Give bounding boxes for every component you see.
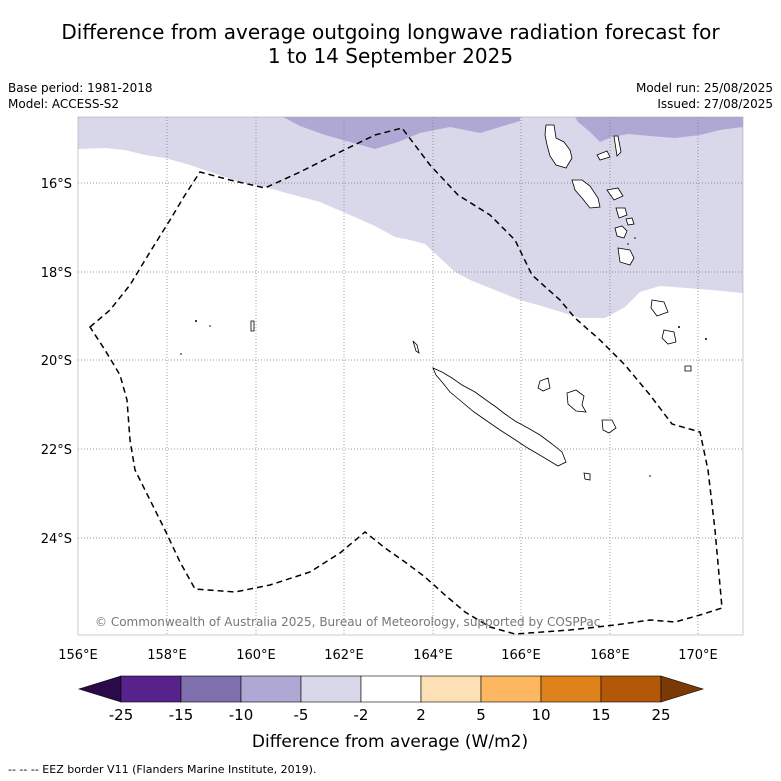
colorbar-tick-label: -25 bbox=[109, 706, 134, 724]
model-run: Model run: 25/08/2025 bbox=[635, 81, 773, 95]
colorbar-segment bbox=[480, 675, 542, 703]
lifou-island bbox=[566, 389, 587, 413]
colorbar-tick-label: -10 bbox=[229, 706, 254, 724]
shepherd-island bbox=[615, 207, 628, 219]
pentecost-island bbox=[613, 135, 622, 157]
title-line-1: Difference from average outgoing longwav… bbox=[61, 20, 720, 44]
issued-date: Issued: 27/08/2025 bbox=[657, 97, 773, 111]
malekula-island bbox=[571, 179, 601, 209]
meta-right: Model run: 25/08/2025 Issued: 27/08/2025 bbox=[636, 80, 773, 112]
lat-tick-label: 18°S bbox=[41, 266, 72, 281]
lon-tick-label: 164°E bbox=[413, 648, 453, 663]
colorbar: -25 -15 -10 -5 -2 2 5 10 15 25 bbox=[77, 675, 705, 724]
map-area bbox=[78, 117, 743, 635]
olr-anomaly-dark-region bbox=[283, 117, 520, 149]
colorbar-tick-label: 25 bbox=[651, 706, 670, 724]
colorbar-segment bbox=[360, 675, 422, 703]
small-island-3 bbox=[684, 365, 692, 372]
mare-island bbox=[601, 419, 617, 434]
gridlines bbox=[78, 117, 743, 635]
small-island-4 bbox=[250, 320, 255, 332]
small-island-2 bbox=[661, 329, 677, 345]
copyright-notice: © Commonwealth of Australia 2025, Bureau… bbox=[95, 615, 600, 629]
chart-title: Difference from average outgoing longwav… bbox=[0, 20, 781, 68]
colorbar-segment bbox=[540, 675, 602, 703]
colorbar-segment bbox=[120, 675, 182, 703]
lon-tick-label: 156°E bbox=[58, 648, 98, 663]
lat-tick-label: 16°S bbox=[41, 177, 72, 192]
lat-tick-label: 24°S bbox=[41, 532, 72, 547]
belep-island bbox=[412, 340, 420, 354]
new-caledonia-island bbox=[432, 367, 567, 467]
olr-anomaly-light-region bbox=[78, 117, 743, 318]
epi-island bbox=[606, 187, 624, 201]
colorbar-tick-label: -15 bbox=[169, 706, 194, 724]
isle-of-pines bbox=[583, 472, 591, 481]
coastlines bbox=[250, 124, 692, 481]
map-frame bbox=[77, 116, 744, 636]
colorbar-segment bbox=[180, 675, 242, 703]
lat-tick-label: 20°S bbox=[41, 354, 72, 369]
tiny-islands bbox=[180, 237, 707, 477]
colorbar-extend-high bbox=[660, 675, 705, 703]
colorbar-label: Difference from average (W/m2) bbox=[252, 732, 528, 752]
lon-tick-label: 168°E bbox=[590, 648, 630, 663]
colorbar-tick-label: 15 bbox=[591, 706, 610, 724]
colorbar-tick-label: 2 bbox=[416, 706, 426, 724]
colorbar-segment bbox=[240, 675, 302, 703]
colorbar-segment bbox=[600, 675, 662, 703]
ouvea-island bbox=[537, 377, 551, 392]
eez-footnote: -- -- -- EEZ border V11 (Flanders Marine… bbox=[8, 763, 317, 776]
lon-tick-label: 162°E bbox=[324, 648, 364, 663]
meta-left: Base period: 1981-2018 Model: ACCESS-S2 bbox=[8, 80, 153, 112]
lon-tick-label: 166°E bbox=[501, 648, 541, 663]
title-line-2: 1 to 14 September 2025 bbox=[267, 44, 514, 68]
lon-tick-label: 158°E bbox=[147, 648, 187, 663]
lon-tick-label: 170°E bbox=[678, 648, 718, 663]
colorbar-segment bbox=[420, 675, 482, 703]
small-island-1 bbox=[650, 299, 669, 317]
erromango-island bbox=[625, 217, 635, 226]
efate-island bbox=[614, 225, 628, 239]
colorbar-tick-label: -5 bbox=[294, 706, 309, 724]
lon-tick-label: 160°E bbox=[236, 648, 276, 663]
lon-tick-labels: 156°E 158°E 160°E 162°E 164°E 166°E 168°… bbox=[58, 648, 718, 663]
lat-tick-label: 22°S bbox=[41, 443, 72, 458]
base-period: Base period: 1981-2018 bbox=[8, 81, 153, 95]
ambae-island bbox=[596, 150, 611, 161]
colorbar-segment bbox=[300, 675, 362, 703]
colorbar-extend-low bbox=[77, 675, 122, 703]
espiritu-santo-island bbox=[544, 124, 573, 169]
model-name: Model: ACCESS-S2 bbox=[8, 97, 120, 111]
lat-tick-labels: 16°S 18°S 20°S 22°S 24°S bbox=[41, 177, 72, 547]
colorbar-tick-label: 10 bbox=[531, 706, 550, 724]
colorbar-tick-label: -2 bbox=[354, 706, 369, 724]
tanna-island bbox=[617, 247, 635, 266]
colorbar-tick-label: 5 bbox=[476, 706, 486, 724]
